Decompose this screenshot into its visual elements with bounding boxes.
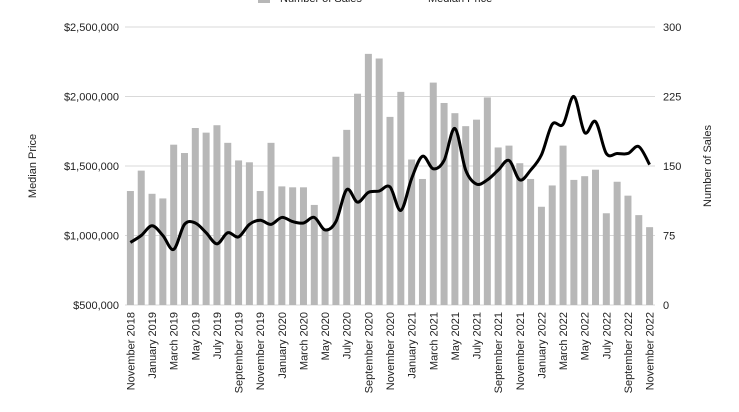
x-tick-label: March 2022 (558, 312, 570, 370)
x-tick-label: May 2022 (580, 312, 592, 360)
x-tick-label: September 2019 (234, 312, 246, 393)
x-tick-label: January 2021 (407, 312, 419, 379)
bar (581, 176, 589, 305)
x-tick-label: November 2021 (515, 312, 527, 390)
y2-tick-label: 300 (663, 22, 681, 34)
y-tick-label: $1,500,000 (64, 161, 119, 173)
bar (494, 147, 502, 305)
y-tick-label: $500,000 (73, 300, 119, 312)
bar (364, 53, 372, 305)
x-tick-label: September 2022 (623, 312, 635, 393)
bar (354, 93, 362, 305)
x-tick-label: May 2020 (320, 312, 332, 360)
bar (386, 116, 394, 306)
bar (159, 198, 167, 305)
bar (646, 227, 654, 305)
bar (516, 163, 524, 305)
bar (527, 178, 535, 305)
bar (537, 206, 545, 305)
x-tick-label: March 2020 (298, 312, 310, 370)
y2-tick-label: 150 (663, 161, 681, 173)
bar (408, 159, 416, 305)
bar (483, 97, 491, 305)
bar (202, 132, 210, 305)
bar (343, 129, 351, 305)
bar (440, 102, 448, 305)
y2-tick-label: 75 (663, 231, 675, 243)
bar (332, 156, 340, 305)
bar (180, 153, 188, 305)
bar (548, 185, 556, 305)
bar (451, 113, 459, 306)
x-tick-label: November 2018 (125, 312, 137, 390)
bar (429, 82, 437, 305)
x-tick-label: September 2021 (493, 312, 505, 393)
bar (602, 213, 610, 305)
bar (624, 195, 632, 305)
y-tick-label: $1,000,000 (64, 231, 119, 243)
x-tick-label: May 2019 (190, 312, 202, 360)
bar (235, 160, 243, 305)
bar (397, 91, 405, 305)
y-tick-label: $2,000,000 (64, 92, 119, 104)
bar (310, 204, 318, 305)
bar (224, 142, 232, 305)
y2-tick-label: 0 (663, 300, 669, 312)
bar (289, 187, 297, 305)
bar (635, 215, 643, 305)
bar (170, 144, 178, 305)
bar (473, 119, 481, 306)
bar (256, 191, 264, 305)
bar (148, 193, 156, 305)
x-tick-label: July 2020 (342, 312, 354, 359)
bar (592, 169, 600, 305)
legend-swatch (258, 0, 270, 3)
bar (213, 125, 221, 305)
y-tick-label: $2,500,000 (64, 22, 119, 34)
y-axis-title: Median Price (27, 134, 39, 198)
y2-axis-title: Number of Sales (702, 125, 714, 207)
x-tick-label: November 2022 (645, 312, 657, 390)
x-tick-label: September 2020 (363, 312, 375, 393)
x-tick-label: January 2022 (536, 312, 548, 379)
x-tick-label: November 2019 (255, 312, 267, 390)
bar (137, 170, 145, 305)
bar (321, 229, 329, 305)
x-tick-label: January 2020 (277, 312, 289, 379)
bar (570, 179, 578, 305)
bar (462, 126, 470, 305)
x-tick-label: January 2019 (147, 312, 159, 379)
x-tick-label: July 2021 (472, 312, 484, 359)
x-tick-label: July 2019 (212, 312, 224, 359)
bar (245, 162, 253, 305)
x-tick-label: November 2020 (385, 312, 397, 390)
legend-label: Number of Sales (280, 0, 362, 5)
x-tick-label: March 2021 (428, 312, 440, 370)
bar (126, 191, 134, 305)
bar (505, 145, 513, 305)
bar (613, 181, 621, 305)
bar (559, 145, 567, 305)
x-tick-label: July 2022 (601, 312, 613, 359)
x-tick-label: May 2021 (450, 312, 462, 360)
bar (375, 58, 383, 305)
line (129, 94, 651, 251)
y2-tick-label: 225 (663, 92, 681, 104)
x-tick-label: March 2019 (169, 312, 181, 370)
bar (418, 178, 426, 305)
bar (299, 187, 307, 305)
legend-label: Median Price (428, 0, 492, 5)
bar (278, 186, 286, 305)
bar (191, 128, 199, 305)
